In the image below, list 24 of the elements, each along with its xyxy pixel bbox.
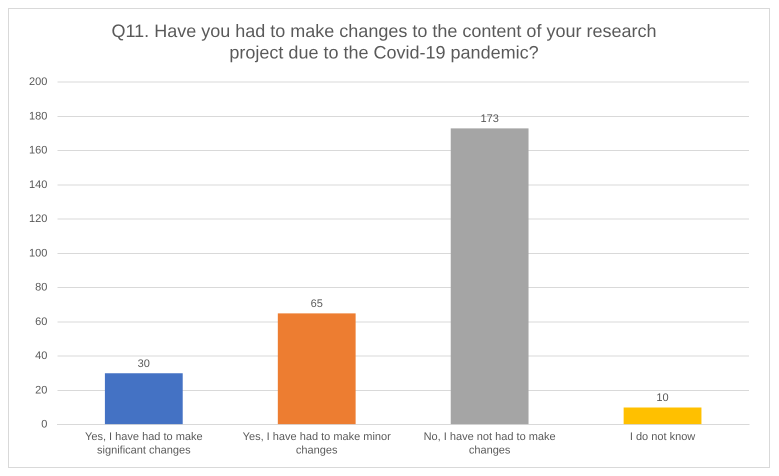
y-tick-label: 180 (28, 110, 48, 122)
data-label: 65 (310, 298, 323, 310)
x-tick-label: No, I have not had to make changes (424, 431, 556, 456)
x-tick-label: Yes, I have had to make significant changes (84, 431, 203, 456)
bar (624, 407, 702, 424)
y-tick-label: 120 (28, 213, 48, 226)
y-tick-label: 80 (35, 282, 48, 294)
data-label: 30 (138, 358, 150, 370)
y-tick-label: 60 (35, 316, 48, 328)
y-tick-label: 40 (35, 350, 48, 362)
y-tick-label: 0 (41, 418, 48, 431)
bar (278, 313, 356, 424)
y-tick-label: 20 (35, 384, 48, 396)
bar (104, 373, 183, 424)
y-tick-label: 200 (28, 76, 48, 88)
x-tick-label: Yes, I have had to make minor changes (242, 431, 392, 456)
y-tick-label: 140 (28, 178, 48, 191)
data-label: 173 (480, 112, 499, 125)
bar (450, 128, 529, 424)
chart-title: Q11. Have you had to make changes to the content of your research project due to the Covid-19 pandemic? (112, 20, 656, 62)
y-tick-label: 100 (28, 247, 48, 260)
x-tick-label: I do not know (630, 431, 696, 444)
data-label: 10 (656, 392, 669, 404)
y-tick-label: 160 (28, 144, 48, 157)
